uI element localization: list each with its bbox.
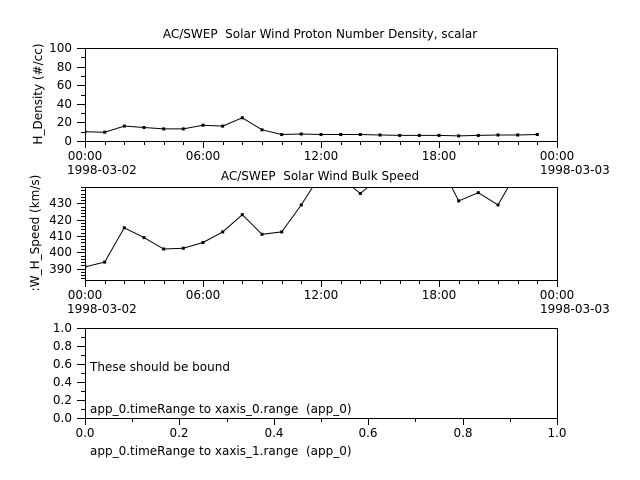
plot0-ytick-label: 100 xyxy=(49,41,72,55)
binding-annotation: These should be bound app_0.timeRange to… xyxy=(90,332,352,472)
plot1-data-series xyxy=(85,187,509,269)
plot0-axis-ticks xyxy=(77,48,558,148)
plot0-xtick-label: 18:00 xyxy=(421,149,457,163)
plot0-ytick-label: 0 xyxy=(64,134,72,148)
plot1-ytick-label: 420 xyxy=(49,213,72,227)
plot0-ytick-label: 40 xyxy=(56,97,72,111)
plot0-ytick-label: 60 xyxy=(56,78,72,92)
plot1-axis-ticks xyxy=(77,187,558,287)
plot0-xtick-label: 06:00 xyxy=(185,149,221,163)
plot-area-2[interactable] xyxy=(85,328,557,418)
xaxis-2[interactable] xyxy=(85,418,557,448)
plot2-xtick-label: 0.8 xyxy=(453,426,473,440)
plot2-ytick-label: 0.4 xyxy=(52,375,72,389)
plot1-xtick-label: 12:00 xyxy=(303,288,339,302)
plot1-title: AC/SWEP Solar Wind Bulk Speed xyxy=(220,169,420,183)
annotation-line: app_0.timeRange to xaxis_0.range (app_0) xyxy=(90,402,352,416)
plot1-ytick-label: 430 xyxy=(49,196,72,210)
xaxis0-end-date: 1998-03-03 xyxy=(540,163,610,177)
plot1-xtick-label: 18:00 xyxy=(421,288,457,302)
plot1-xtick-label: 00:00 xyxy=(539,288,575,302)
annotation-line: These should be bound xyxy=(90,360,230,374)
xaxis-1[interactable] xyxy=(85,280,557,310)
plot2-ytick-label: 0.2 xyxy=(52,393,72,407)
plot1-ytick-label: 400 xyxy=(49,245,72,259)
plot0-ytick-label: 80 xyxy=(56,60,72,74)
xaxis1-start-date: 1998-03-02 xyxy=(67,302,137,316)
plot2-ytick-label: 0.6 xyxy=(52,357,72,371)
plot2-xtick-label: 0.6 xyxy=(358,426,378,440)
plot2-axis-ticks xyxy=(77,328,558,425)
xaxis0-start-date: 1998-03-02 xyxy=(67,163,137,177)
plot1-ytick-label: 410 xyxy=(49,229,72,243)
plot-area-0[interactable] xyxy=(85,48,557,141)
plot2-xtick-label: 0.0 xyxy=(75,426,95,440)
plot2-xtick-label: 1.0 xyxy=(547,426,567,440)
xaxis1-end-date: 1998-03-03 xyxy=(540,302,610,316)
plot0-ytick-label: 20 xyxy=(56,115,72,129)
plot0-xtick-label: 12:00 xyxy=(303,149,339,163)
plot1-xtick-label: 06:00 xyxy=(185,288,221,302)
plot1-ytick-label: 390 xyxy=(49,262,72,276)
plot2-ytick-label: 1.0 xyxy=(52,321,72,335)
plot2-xtick-label: 0.2 xyxy=(169,426,189,440)
annotation-line: app_0.timeRange to xaxis_1.range (app_0) xyxy=(90,444,352,458)
plot2-ytick-label: 0.8 xyxy=(52,339,72,353)
plot0-xtick-label: 00:00 xyxy=(67,149,103,163)
yaxis-1[interactable] xyxy=(27,187,85,280)
plot0-data-series xyxy=(85,116,539,138)
yaxis-0[interactable] xyxy=(27,48,85,141)
xaxis-0[interactable] xyxy=(85,141,557,171)
plot-area-1[interactable] xyxy=(85,187,557,280)
plot2-ytick-label: 0.0 xyxy=(52,411,72,425)
plot0-xtick-label: 00:00 xyxy=(539,149,575,163)
plot0-title: AC/SWEP Solar Wind Proton Number Density… xyxy=(162,27,478,41)
yaxis-2[interactable] xyxy=(27,328,85,418)
plot1-xtick-label: 00:00 xyxy=(67,288,103,302)
plot2-xtick-label: 0.4 xyxy=(264,426,284,440)
